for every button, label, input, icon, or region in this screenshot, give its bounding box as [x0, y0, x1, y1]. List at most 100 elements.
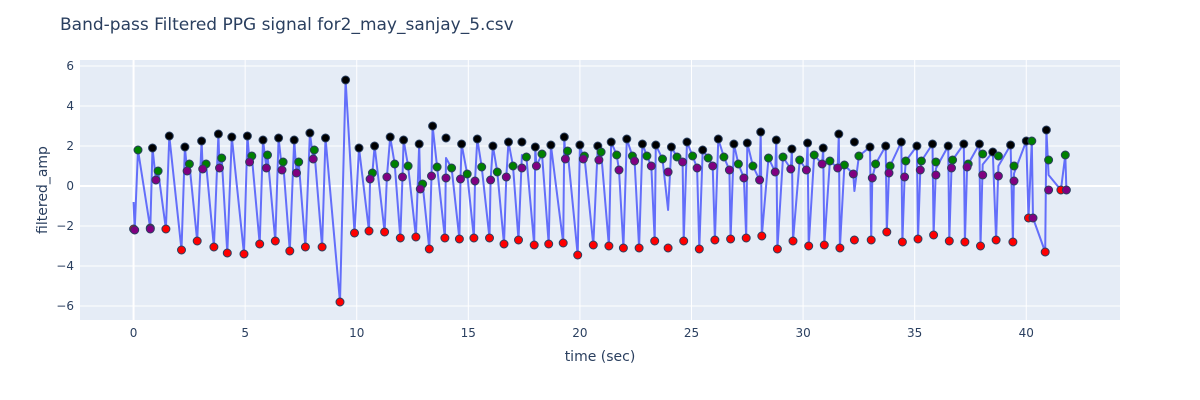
- diastolic-peak-marker: [809, 150, 819, 160]
- diastolic-peak-marker: [778, 152, 788, 162]
- systolic-peak-marker: [370, 141, 380, 151]
- systolic-peak-marker: [771, 135, 781, 145]
- systolic-peak-marker: [399, 135, 409, 145]
- diastolic-peak-marker: [916, 156, 926, 166]
- x-tick-label: 40: [1019, 326, 1034, 340]
- onset-trough-marker: [573, 250, 583, 260]
- dicrotic-notch-marker: [786, 164, 796, 174]
- y-tick-label: 4: [66, 99, 74, 113]
- onset-trough-marker: [469, 233, 479, 243]
- dicrotic-notch-marker: [739, 173, 749, 183]
- onset-trough-marker: [1008, 237, 1018, 247]
- onset-trough-marker: [710, 235, 720, 245]
- systolic-peak-marker: [197, 136, 207, 146]
- dicrotic-notch-marker: [692, 163, 702, 173]
- onset-trough-marker: [944, 236, 954, 246]
- diastolic-peak-marker: [703, 153, 713, 163]
- signal-layer: [132, 79, 1068, 303]
- onset-trough-marker: [350, 228, 359, 238]
- onset-trough-marker: [757, 231, 767, 241]
- systolic-peak-marker: [1041, 125, 1051, 135]
- x-axis-title: time (sec): [565, 349, 636, 365]
- y-tick-label: 6: [66, 59, 74, 73]
- diastolic-peak-marker: [390, 159, 400, 169]
- onset-trough-marker: [772, 244, 782, 254]
- onset-trough-marker: [411, 232, 421, 242]
- ppg-signal-line: [132, 79, 1068, 303]
- diastolic-peak-marker: [278, 157, 288, 167]
- onset-trough-marker: [991, 235, 1001, 245]
- diastolic-peak-marker: [871, 159, 881, 169]
- y-tick-label: 2: [66, 139, 74, 153]
- onset-trough-marker: [285, 246, 295, 256]
- onset-trough-marker: [544, 239, 554, 249]
- x-tick-label: 25: [684, 326, 699, 340]
- diastolic-peak-marker: [748, 161, 758, 171]
- onset-trough-marker: [177, 245, 186, 255]
- onset-trough-marker: [694, 244, 704, 254]
- onset-trough-marker: [454, 234, 464, 244]
- y-axis-title: filtered_amp: [35, 146, 51, 234]
- onset-trough-marker: [604, 241, 614, 251]
- diastolic-peak-marker: [309, 145, 319, 155]
- dicrotic-notch-marker: [755, 175, 765, 185]
- systolic-peak-marker: [756, 127, 766, 137]
- dicrotic-notch-marker: [867, 173, 877, 183]
- systolic-peak-marker: [164, 131, 174, 141]
- dicrotic-notch-marker: [486, 175, 496, 185]
- diastolic-peak-marker: [672, 152, 682, 162]
- onset-trough-marker: [866, 235, 876, 245]
- diastolic-peak-marker: [901, 156, 911, 166]
- systolic-peak-marker: [321, 133, 330, 143]
- systolic-peak-marker: [559, 132, 569, 142]
- onset-trough-marker: [835, 243, 845, 253]
- onset-trough-marker: [255, 239, 265, 249]
- systolic-peak-marker: [881, 141, 891, 151]
- diastolic-peak-marker: [403, 161, 413, 171]
- diastolic-peak-marker: [764, 153, 773, 163]
- systolic-peak-marker: [865, 142, 875, 152]
- systolic-peak-marker: [428, 121, 438, 131]
- systolic-peak-marker: [729, 139, 739, 149]
- diastolic-peak-marker: [477, 162, 487, 172]
- diastolic-peak-marker: [733, 159, 743, 169]
- diastolic-peak-marker: [521, 152, 531, 162]
- y-tick-label: −4: [56, 259, 74, 273]
- marker-layer: [129, 75, 1071, 307]
- systolic-peak-marker: [180, 142, 190, 152]
- dicrotic-notch-marker: [708, 161, 718, 171]
- dicrotic-notch-marker: [382, 172, 392, 182]
- dicrotic-notch-marker: [817, 159, 827, 169]
- systolic-peak-marker: [912, 141, 922, 151]
- onset-trough-marker: [380, 227, 390, 237]
- diastolic-peak-marker: [993, 151, 1003, 161]
- onset-trough-marker: [317, 242, 327, 252]
- dicrotic-notch-marker: [1028, 213, 1038, 223]
- systolic-peak-marker: [606, 137, 616, 147]
- systolic-peak-marker: [896, 137, 906, 147]
- x-tick-label: 15: [461, 326, 476, 340]
- onset-trough-marker: [618, 243, 628, 253]
- dicrotic-notch-marker: [801, 165, 811, 175]
- systolic-peak-marker: [546, 140, 556, 150]
- dicrotic-notch-marker: [456, 174, 465, 184]
- onset-trough-marker: [499, 239, 509, 249]
- systolic-peak-marker: [488, 141, 498, 151]
- systolic-peak-marker: [385, 132, 395, 142]
- diastolic-peak-marker: [658, 154, 667, 164]
- onset-trough-marker: [300, 242, 310, 252]
- diastolic-peak-marker: [612, 150, 622, 160]
- dicrotic-notch-marker: [130, 225, 140, 235]
- systolic-peak-marker: [622, 134, 632, 144]
- onset-trough-marker: [650, 236, 660, 246]
- dicrotic-notch-marker: [245, 157, 255, 167]
- systolic-peak-marker: [274, 133, 284, 143]
- dicrotic-notch-marker: [365, 174, 375, 184]
- onset-trough-marker: [741, 233, 751, 243]
- onset-trough-marker: [726, 234, 736, 244]
- dicrotic-notch-marker: [277, 165, 287, 175]
- onset-trough-marker: [395, 233, 405, 243]
- onset-trough-marker: [192, 236, 202, 246]
- diastolic-peak-marker: [1060, 150, 1070, 160]
- systolic-peak-marker: [414, 139, 424, 149]
